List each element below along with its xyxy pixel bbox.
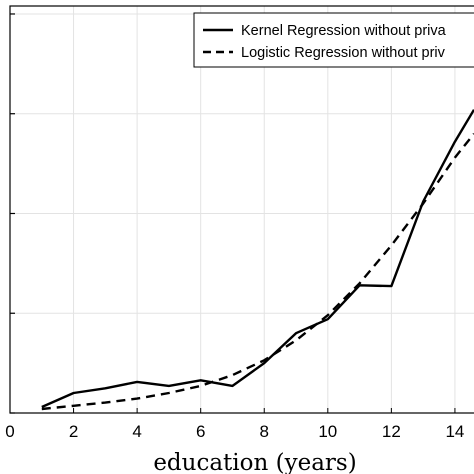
x-tick-label: 0 (5, 422, 14, 441)
legend: Kernel Regression without priva Logistic… (193, 12, 474, 68)
x-tick-label: 6 (196, 422, 205, 441)
series-layer (41, 109, 474, 411)
x-tick-label: 14 (445, 422, 464, 441)
legend-label-kernel: Kernel Regression without priva (241, 23, 447, 39)
grid-layer (10, 6, 474, 413)
x-tick-label: 4 (132, 422, 141, 441)
x-tick-label: 10 (318, 422, 337, 441)
legend-box (193, 12, 474, 68)
plot-frame (9, 5, 474, 414)
series-kernel-regression-line (41, 109, 474, 409)
x-axis-label: education (years) (153, 450, 356, 474)
series-logistic-regression-line (41, 132, 474, 411)
legend-label-logistic: Logistic Regression without priv (241, 45, 446, 61)
ticks-layer: 0 2 4 6 8 10 12 14 (5, 13, 464, 441)
x-tick-label: 2 (69, 422, 78, 441)
x-tick-label: 8 (260, 422, 269, 441)
x-tick-label: 12 (382, 422, 401, 441)
